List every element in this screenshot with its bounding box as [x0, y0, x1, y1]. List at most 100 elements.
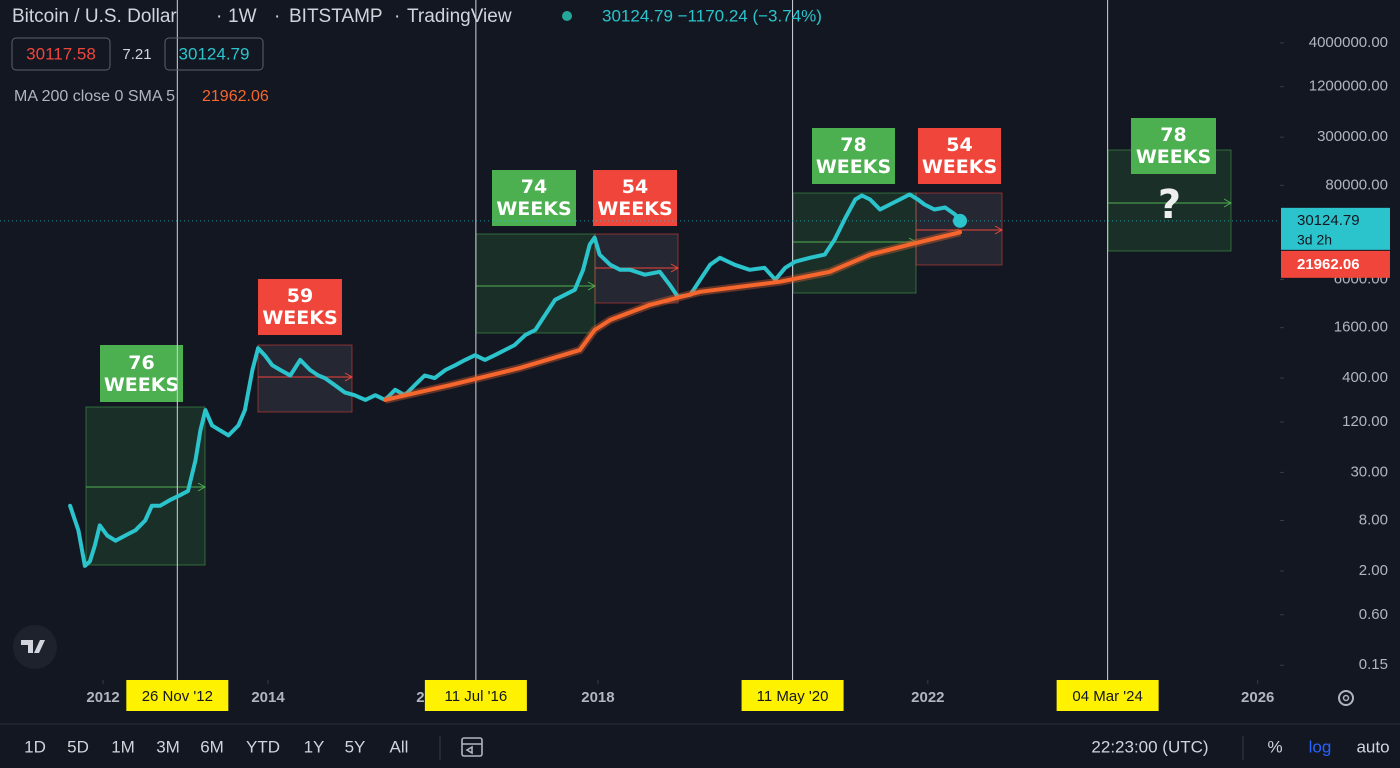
x-tick-label: 2026: [1241, 689, 1274, 706]
bid-box[interactable]: [11, 37, 111, 71]
range-button[interactable]: All: [390, 737, 409, 756]
y-tick-label: 80000.00: [1325, 176, 1388, 193]
y-tick-label: 30.00: [1350, 463, 1388, 480]
y-tick-label: 400.00: [1342, 369, 1388, 386]
range-button[interactable]: YTD: [246, 737, 280, 756]
ask: 30124.79: [179, 44, 250, 63]
date-tag: [126, 680, 229, 711]
range-arrow: [258, 372, 354, 382]
indicator-value: 21962.06: [202, 88, 269, 105]
date-tag-label: 11 May '20: [757, 688, 829, 705]
separator-dot: ·: [394, 6, 400, 27]
range-button[interactable]: 1D: [24, 737, 46, 756]
weeks-label-text: 54 WEEKS: [921, 134, 998, 178]
range-box: [915, 192, 1003, 266]
range-box: [475, 233, 596, 334]
separator-dot: ·: [216, 6, 222, 27]
weeks-label-box: [100, 345, 183, 402]
date-tag-label: 11 Jul '16: [445, 688, 508, 705]
x-tick-label: 2012: [86, 689, 119, 706]
weeks-label: 74 WEEKS: [496, 176, 572, 220]
spread: 7.21: [122, 46, 151, 63]
range-button[interactable]: 5D: [67, 737, 89, 756]
weeks-label: 54 WEEKS: [597, 176, 673, 220]
range-buttons: 1D 5D 1M 3M 6M YTD 1Y 5Y All: [24, 737, 408, 756]
weeks-label: 78 WEEKS: [1135, 124, 1212, 168]
series-line: [68, 192, 962, 568]
settings-icon[interactable]: [1338, 690, 1354, 706]
separator-dot: ·: [274, 6, 280, 27]
y-tick-label: 0.15: [1359, 656, 1388, 673]
range-arrow: [86, 482, 207, 492]
clock[interactable]: 22:23:00 (UTC): [1091, 737, 1208, 756]
weeks-label-box: [258, 279, 342, 335]
weeks-label-text: 59 WEEKS: [262, 285, 338, 329]
weeks-label-box: [1131, 118, 1216, 174]
weeks-label-text: 78 WEEKS: [815, 134, 892, 178]
x-tick-label: 2022: [911, 689, 944, 706]
countdown-label: 3d 2h: [1297, 232, 1332, 248]
range-button[interactable]: 6M: [200, 737, 224, 756]
y-tick-label: 120.00: [1342, 413, 1388, 430]
y-tick-label: 4000000.00: [1309, 34, 1388, 51]
range-button[interactable]: 3M: [156, 737, 180, 756]
weeks-label-box: [492, 170, 576, 226]
symbol[interactable]: Bitcoin / U.S. Dollar: [12, 6, 177, 27]
plot-area: 0.15 0.60 2.00 8.00 30.00 120.00 400.00 1600.00…: [0, 0, 1390, 711]
last-price-tag: [1281, 207, 1390, 250]
ma-price-label: 21962.06: [1297, 256, 1360, 273]
market-status: [562, 11, 572, 21]
bid: 30117.58: [26, 44, 96, 63]
interval[interactable]: 1W: [228, 6, 257, 27]
date-tag-label: 26 Nov '12: [142, 688, 213, 705]
y-tick-label: 300000.00: [1317, 128, 1388, 145]
last-point: [953, 213, 967, 228]
range-box: [85, 406, 206, 566]
weeks-label: 78 WEEKS: [815, 134, 892, 178]
weeks-label-box: [918, 128, 1001, 184]
date-tag: [741, 680, 844, 711]
weeks-label-box: [593, 170, 677, 226]
range-arrow: [1108, 198, 1233, 208]
y-tick-label: 0.60: [1359, 606, 1388, 623]
unknown-marker: ?: [1158, 182, 1181, 228]
series-line: [383, 230, 962, 402]
y-tick-label: 2.00: [1359, 562, 1388, 579]
date-tag-label: 04 Mar '24: [1072, 688, 1142, 705]
range-button[interactable]: 1M: [111, 737, 135, 756]
indicator[interactable]: MA 200 close 0 SMA 5: [14, 88, 175, 105]
x-tick-label: 2018: [581, 689, 614, 706]
range-arrow: [595, 263, 680, 273]
ask-box[interactable]: [164, 37, 264, 71]
weeks-label-text: 78 WEEKS: [1135, 124, 1212, 168]
weeks-label-text: 54 WEEKS: [597, 176, 673, 220]
last-price-label: 30124.79: [1297, 212, 1360, 229]
date-tag: [424, 680, 527, 711]
exchange: BITSTAMP: [289, 6, 383, 27]
weeks-label: 76 WEEKS: [103, 351, 180, 396]
logo[interactable]: [13, 625, 57, 669]
source: TradingView: [407, 6, 512, 27]
y-tick-label: 8.00: [1359, 511, 1388, 528]
auto-toggle[interactable]: auto: [1356, 737, 1389, 756]
weeks-label-box: [812, 128, 895, 184]
range-box: [257, 344, 353, 413]
x-tick-label: 2014: [251, 689, 285, 706]
weeks-label: 59 WEEKS: [262, 285, 338, 329]
weeks-label-text: 76 WEEKS: [103, 351, 180, 396]
percent-toggle[interactable]: %: [1267, 737, 1282, 756]
range-button[interactable]: 5Y: [345, 737, 366, 756]
weeks-label-text: 74 WEEKS: [496, 176, 572, 220]
y-tick-label: 1200000.00: [1309, 78, 1388, 95]
range-arrow: [916, 225, 1004, 235]
date-range-icon[interactable]: [461, 737, 483, 757]
ma-price-tag: [1281, 250, 1390, 278]
quote: 30124.79 −1170.24 (−3.74%): [602, 6, 822, 25]
log-toggle[interactable]: log: [1309, 737, 1332, 756]
range-button[interactable]: 1Y: [304, 737, 325, 756]
date-tag: [1056, 680, 1159, 711]
weeks-label: 54 WEEKS: [921, 134, 998, 178]
